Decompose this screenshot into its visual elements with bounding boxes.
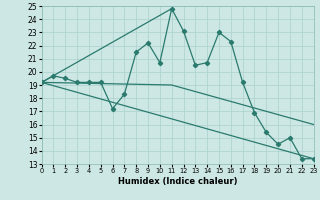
X-axis label: Humidex (Indice chaleur): Humidex (Indice chaleur) — [118, 177, 237, 186]
